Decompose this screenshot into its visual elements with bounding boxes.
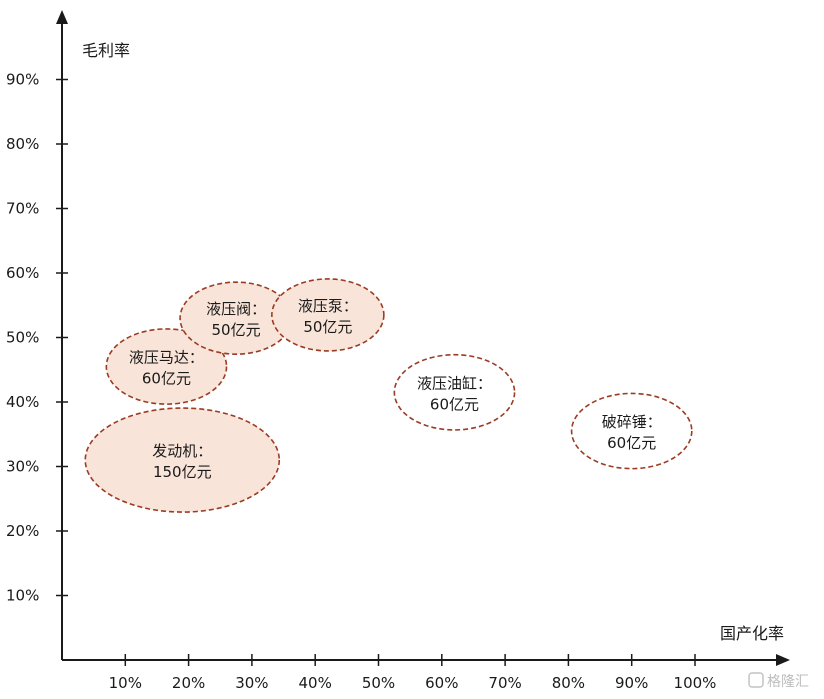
bubble-name-label: 液压泵： <box>298 297 358 315</box>
bubble-size-label: 50亿元 <box>303 318 352 336</box>
x-axis-title: 国产化率 <box>720 624 784 643</box>
x-tick-label: 60% <box>425 674 458 692</box>
bubble-size-label: 150亿元 <box>153 463 212 481</box>
bubble <box>105 328 228 405</box>
bubble <box>393 353 516 431</box>
x-tick-label: 70% <box>488 674 521 692</box>
x-axis-arrow-icon <box>776 654 790 666</box>
x-tick-label: 80% <box>552 674 585 692</box>
x-tick-label: 20% <box>172 674 205 692</box>
bubble-size-label: 60亿元 <box>607 434 656 452</box>
watermark-text: 格隆汇 <box>767 674 809 690</box>
bubble-name-label: 液压马达： <box>129 349 204 367</box>
bubble-name-label: 发动机： <box>152 442 212 460</box>
bubble <box>271 278 385 352</box>
bubble-group: 破碎锤： 60亿元 <box>570 392 693 470</box>
y-tick-label: 60% <box>6 264 39 282</box>
x-tick-label: 90% <box>615 674 648 692</box>
y-tick-label: 70% <box>6 200 39 218</box>
bubble-size-label: 60亿元 <box>142 370 191 388</box>
x-tick-label: 50% <box>362 674 395 692</box>
bubble-group: 液压泵： 50亿元 <box>271 278 385 352</box>
axes: 10% 20% 30% 40% 50% 60% 70% 80% 90% 10% 20% 30% 40% 5… <box>6 10 790 692</box>
bubble <box>570 392 693 470</box>
bubble-name-label: 液压油缸： <box>417 374 492 392</box>
bubble <box>84 407 281 513</box>
y-axis-title: 毛利率 <box>82 41 130 60</box>
bubble-group: 液压马达： 60亿元 <box>105 328 228 405</box>
bubble-size-label: 60亿元 <box>430 395 479 413</box>
x-tick-label: 100% <box>674 674 717 692</box>
x-tick-label: 30% <box>235 674 268 692</box>
bubble-name-label: 液压阀： <box>206 300 266 318</box>
y-tick-label: 50% <box>6 329 39 347</box>
y-tick-label: 20% <box>6 522 39 540</box>
y-tick-label: 30% <box>6 458 39 476</box>
y-tick-label: 40% <box>6 393 39 411</box>
x-tick-label: 40% <box>299 674 332 692</box>
y-tick-label: 90% <box>6 71 39 89</box>
y-axis-arrow-icon <box>56 10 68 24</box>
bubble-group: 发动机： 150亿元 <box>84 407 281 513</box>
y-tick-label: 80% <box>6 135 39 153</box>
x-tick-label: 10% <box>109 674 142 692</box>
watermark-logo-icon <box>748 672 764 688</box>
bubble-size-label: 50亿元 <box>212 321 261 339</box>
y-tick-label: 10% <box>6 587 39 605</box>
watermark: 格隆汇 <box>748 672 809 690</box>
bubble-group: 液压油缸： 60亿元 <box>393 353 516 431</box>
bubble-name-label: 破碎锤： <box>602 413 662 431</box>
